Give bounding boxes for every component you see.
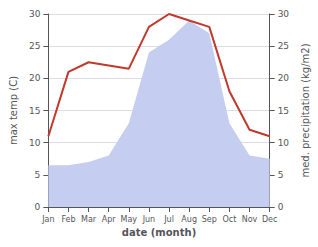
svg-text:Aug: Aug [181,215,197,224]
svg-text:30: 30 [29,9,41,19]
svg-text:15: 15 [278,106,289,116]
svg-text:May: May [121,215,138,224]
svg-text:10: 10 [29,138,41,148]
svg-text:20: 20 [278,73,290,83]
svg-text:0: 0 [278,202,284,212]
svg-text:Oct: Oct [222,215,236,224]
svg-text:date (month): date (month) [122,227,196,238]
svg-text:Mar: Mar [81,215,97,224]
svg-text:Dec: Dec [262,215,277,224]
svg-text:Feb: Feb [61,215,75,224]
svg-text:5: 5 [35,170,41,180]
svg-text:25: 25 [29,41,40,51]
svg-text:25: 25 [278,41,289,51]
svg-text:10: 10 [278,138,290,148]
svg-text:30: 30 [278,9,290,19]
svg-text:Jan: Jan [41,215,54,224]
svg-text:Apr: Apr [102,215,117,224]
svg-text:Nov: Nov [242,215,258,224]
svg-text:0: 0 [35,202,41,212]
svg-text:max temp (C): max temp (C) [8,76,19,145]
svg-text:20: 20 [29,73,41,83]
svg-text:5: 5 [278,170,284,180]
svg-text:Jul: Jul [163,215,174,224]
svg-text:Jun: Jun [142,215,156,224]
svg-text:med. precipitation (kg/m2): med. precipitation (kg/m2) [300,43,311,177]
svg-text:Sep: Sep [202,215,217,224]
svg-text:15: 15 [29,106,40,116]
